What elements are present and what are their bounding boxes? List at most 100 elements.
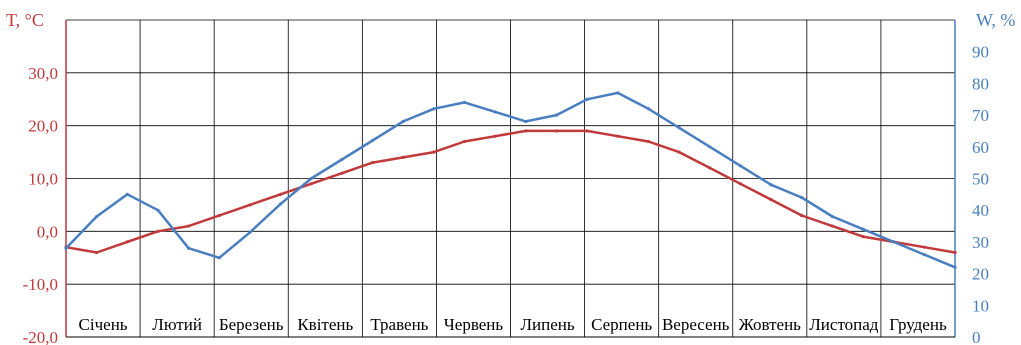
data-point — [370, 161, 375, 165]
data-point — [95, 214, 99, 219]
y-right-tick-label: 80 — [972, 74, 989, 93]
month-label: Жовтень — [739, 315, 802, 334]
data-point — [769, 198, 773, 202]
data-point — [64, 246, 68, 250]
data-point — [861, 235, 865, 239]
data-point — [462, 100, 467, 105]
y-right-tick-label: 70 — [972, 106, 989, 125]
month-label-bg — [437, 310, 510, 336]
data-point — [217, 256, 221, 260]
y-right-tick-label: 50 — [972, 170, 989, 189]
data-point — [156, 229, 160, 233]
y-right-axis-title: W, % — [976, 10, 1015, 30]
y-right-tick-label: 20 — [972, 265, 989, 284]
data-point — [554, 129, 559, 133]
data-point — [187, 246, 191, 250]
month-label-bg — [363, 310, 436, 336]
data-point — [125, 240, 129, 244]
data-point — [738, 182, 743, 186]
left-axis-ticks: -20,0 -10,0 0,0 10,0 20,0 30,0 — [23, 64, 58, 345]
y-right-tick-label: 40 — [972, 201, 989, 220]
y-right-tick-label: 90 — [972, 43, 989, 62]
right-axis-ticks: 0 10 20 30 40 50 60 70 80 90 — [972, 43, 989, 345]
data-point — [309, 176, 313, 181]
y-left-tick-label: -10,0 — [23, 275, 58, 294]
data-point — [493, 110, 497, 114]
data-point — [646, 107, 651, 111]
data-point — [493, 134, 497, 138]
data-point — [340, 171, 344, 175]
data-point — [462, 139, 467, 144]
data-point — [677, 126, 681, 130]
data-point — [738, 164, 743, 168]
data-point — [616, 134, 620, 138]
data-point — [309, 182, 313, 186]
data-point — [524, 119, 528, 124]
y-left-tick-label: 30,0 — [28, 64, 58, 83]
month-label: Квітень — [297, 315, 353, 334]
y-left-tick-label: -20,0 — [23, 328, 58, 345]
month-label-layer: Січень Лютий Березень Квітень Травень Червень… — [67, 310, 954, 336]
month-label-bg — [659, 310, 732, 336]
month-label-bg — [141, 310, 214, 336]
series-layer — [64, 91, 957, 269]
data-point — [585, 97, 589, 101]
data-point — [401, 119, 405, 124]
data-point — [370, 138, 375, 143]
data-point — [616, 91, 620, 95]
month-label: Грудень — [889, 315, 947, 334]
data-point — [432, 150, 436, 154]
data-point — [800, 195, 804, 200]
y-left-axis-title: T, °C — [6, 10, 44, 30]
data-point — [524, 129, 528, 133]
data-point — [125, 192, 129, 196]
data-point — [95, 250, 99, 255]
month-label-bg — [215, 310, 288, 336]
data-point — [432, 107, 436, 111]
data-point — [922, 245, 926, 249]
data-point — [248, 230, 252, 234]
data-point — [677, 150, 681, 154]
series-line — [65, 91, 956, 269]
y-right-tick-label: 10 — [972, 296, 989, 315]
data-point — [156, 208, 160, 212]
data-point — [187, 224, 191, 228]
data-point — [278, 192, 283, 196]
data-point — [922, 252, 926, 257]
data-point — [861, 227, 865, 231]
month-label: Березень — [219, 315, 284, 334]
data-point — [646, 139, 651, 144]
grid — [65, 19, 956, 338]
data-point — [585, 129, 589, 133]
month-label: Серпень — [591, 315, 652, 334]
data-point — [953, 265, 957, 269]
month-label: Вересень — [662, 315, 730, 334]
month-label-bg — [585, 310, 658, 336]
data-point — [217, 213, 221, 218]
data-point — [769, 183, 773, 187]
data-point — [248, 203, 252, 207]
month-label-bg — [289, 310, 362, 336]
month-label: Лютий — [152, 315, 202, 334]
series-line — [65, 129, 956, 254]
month-label-bg — [67, 310, 140, 336]
month-label: Липень — [520, 315, 574, 334]
y-right-tick-label: 60 — [972, 138, 989, 157]
month-label: Листопад — [809, 315, 879, 334]
y-right-tick-label: 30 — [972, 233, 989, 252]
y-right-tick-label: 0 — [972, 328, 981, 345]
month-label-bg — [881, 310, 954, 336]
data-point — [892, 240, 896, 244]
month-label-bg — [807, 310, 880, 336]
data-point — [830, 214, 834, 219]
month-label: Січень — [79, 315, 128, 334]
data-point — [800, 213, 804, 218]
data-point — [953, 250, 957, 255]
data-point — [278, 202, 283, 206]
data-point — [708, 145, 712, 149]
month-label: Травень — [370, 315, 428, 334]
month-label-bg — [733, 310, 806, 336]
y-left-tick-label: 10,0 — [28, 170, 58, 189]
month-label-bg — [511, 310, 584, 336]
